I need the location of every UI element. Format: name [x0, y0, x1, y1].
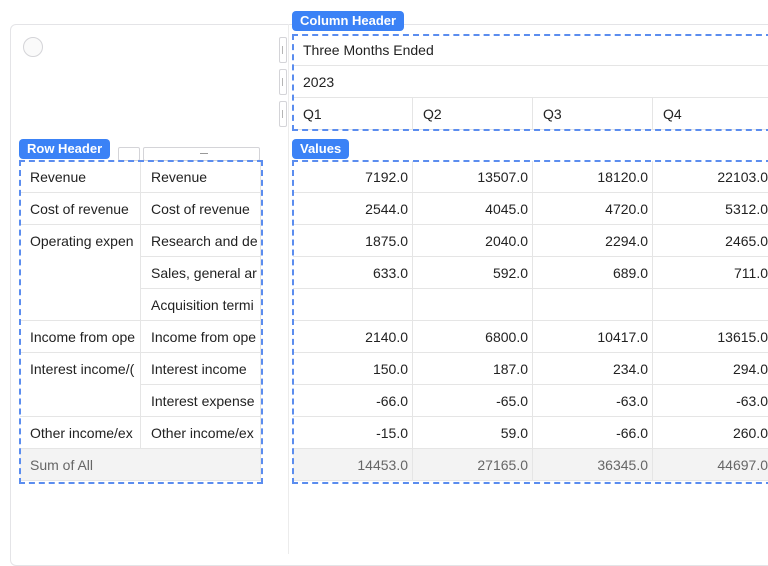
row-header-level1[interactable]: Income from ope	[20, 321, 141, 353]
value-cell[interactable]: 689.0	[533, 257, 653, 289]
value-cell[interactable]: 59.0	[413, 417, 533, 449]
value-cell[interactable]: 234.0	[533, 353, 653, 385]
row-header-level1[interactable]: Cost of revenue	[20, 193, 141, 225]
row-header-chip[interactable]	[118, 147, 140, 161]
column-quarter-header[interactable]: Q2	[413, 98, 533, 130]
value-cell[interactable]: 2465.0	[653, 225, 768, 257]
column-group-header[interactable]: Three Months Ended	[293, 34, 768, 66]
value-cell[interactable]: 13507.0	[413, 161, 533, 193]
value-cell[interactable]: -63.0	[533, 385, 653, 417]
row-header-level2[interactable]: Revenue	[141, 161, 261, 193]
row-header-level1[interactable]: Other income/ex	[20, 417, 141, 449]
sum-value-cell: 27165.0	[413, 449, 533, 481]
value-cell[interactable]: 633.0	[293, 257, 413, 289]
value-cell[interactable]: 22103.0	[653, 161, 768, 193]
row-header-level2[interactable]: Sales, general ar	[141, 257, 261, 289]
value-cell[interactable]: 4045.0	[413, 193, 533, 225]
value-cell[interactable]: 592.0	[413, 257, 533, 289]
value-cell[interactable]: -63.0	[653, 385, 768, 417]
value-cell[interactable]: 10417.0	[533, 321, 653, 353]
value-cell[interactable]: -15.0	[293, 417, 413, 449]
column-header-label: Column Header	[292, 11, 405, 31]
value-cell[interactable]: 1875.0	[293, 225, 413, 257]
sum-value-cell: 36345.0	[533, 449, 653, 481]
row-header-level1[interactable]: Interest income/(	[20, 353, 141, 417]
row-header-level2[interactable]: Income from ope	[141, 321, 261, 353]
value-cell[interactable]: 187.0	[413, 353, 533, 385]
value-cell[interactable]: 5312.0	[653, 193, 768, 225]
sum-row-label: Sum of All	[20, 449, 261, 481]
value-cell[interactable]: 150.0	[293, 353, 413, 385]
row-header-level1[interactable]: Revenue	[20, 161, 141, 193]
value-cell[interactable]: -65.0	[413, 385, 533, 417]
drag-handle[interactable]	[279, 69, 287, 95]
value-cell[interactable]: 294.0	[653, 353, 768, 385]
column-quarter-header[interactable]: Q3	[533, 98, 653, 130]
row-header-chip[interactable]	[143, 147, 260, 161]
row-header-level2[interactable]: Acquisition termi	[141, 289, 261, 321]
value-cell[interactable]	[413, 289, 533, 321]
value-cell[interactable]: 2544.0	[293, 193, 413, 225]
value-cell[interactable]	[293, 289, 413, 321]
value-cell[interactable]: 711.0	[653, 257, 768, 289]
value-cell[interactable]: 2040.0	[413, 225, 533, 257]
value-cell[interactable]: -66.0	[533, 417, 653, 449]
row-header-level2[interactable]: Cost of revenue	[141, 193, 261, 225]
drag-handle[interactable]	[279, 37, 287, 63]
value-cell[interactable]: 4720.0	[533, 193, 653, 225]
row-header-level2[interactable]: Other income/ex	[141, 417, 261, 449]
value-cell[interactable]	[653, 289, 768, 321]
values-label: Values	[292, 139, 350, 159]
value-cell[interactable]: 260.0	[653, 417, 768, 449]
column-quarter-header[interactable]: Q4	[653, 98, 768, 130]
value-cell[interactable]: 13615.0	[653, 321, 768, 353]
row-header-pane	[10, 24, 289, 554]
sum-value-cell: 44697.0	[653, 449, 768, 481]
value-cell[interactable]: 2140.0	[293, 321, 413, 353]
row-header-level1[interactable]: Operating expen	[20, 225, 141, 321]
select-all-radio[interactable]	[23, 37, 43, 57]
row-header-level2[interactable]: Interest expense	[141, 385, 261, 417]
value-cell[interactable]: -66.0	[293, 385, 413, 417]
row-header-level2[interactable]: Research and de	[141, 225, 261, 257]
sum-value-cell: 14453.0	[293, 449, 413, 481]
value-cell[interactable]: 2294.0	[533, 225, 653, 257]
column-year-header[interactable]: 2023	[293, 66, 768, 98]
value-cell[interactable]	[533, 289, 653, 321]
value-cell[interactable]: 6800.0	[413, 321, 533, 353]
drag-handle[interactable]	[279, 101, 287, 127]
row-header-level2[interactable]: Interest income	[141, 353, 261, 385]
column-quarter-header[interactable]: Q1	[293, 98, 413, 130]
value-cell[interactable]: 7192.0	[293, 161, 413, 193]
value-cell[interactable]: 18120.0	[533, 161, 653, 193]
row-header-label: Row Header	[19, 139, 111, 159]
